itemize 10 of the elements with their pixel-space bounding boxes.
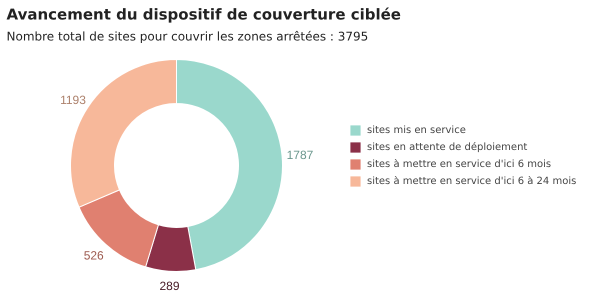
legend-label: sites à mettre en service d'ici 6 à 24 mois bbox=[367, 174, 576, 188]
legend-label: sites en attente de déploiement bbox=[367, 140, 528, 154]
data-label: 526 bbox=[84, 248, 104, 262]
chart-subtitle: Nombre total de sites pour couvrir les zones arrêtées : 3795 bbox=[6, 30, 368, 44]
data-label: 1787 bbox=[286, 148, 314, 162]
legend-label: sites mis en service bbox=[367, 124, 466, 137]
legend-label: sites à mettre en service d'ici 6 mois bbox=[367, 158, 552, 171]
data-label: 1193 bbox=[60, 92, 86, 107]
data-label: 289 bbox=[160, 278, 180, 293]
chart-title: Avancement du dispositif de couverture ciblée bbox=[6, 6, 401, 24]
